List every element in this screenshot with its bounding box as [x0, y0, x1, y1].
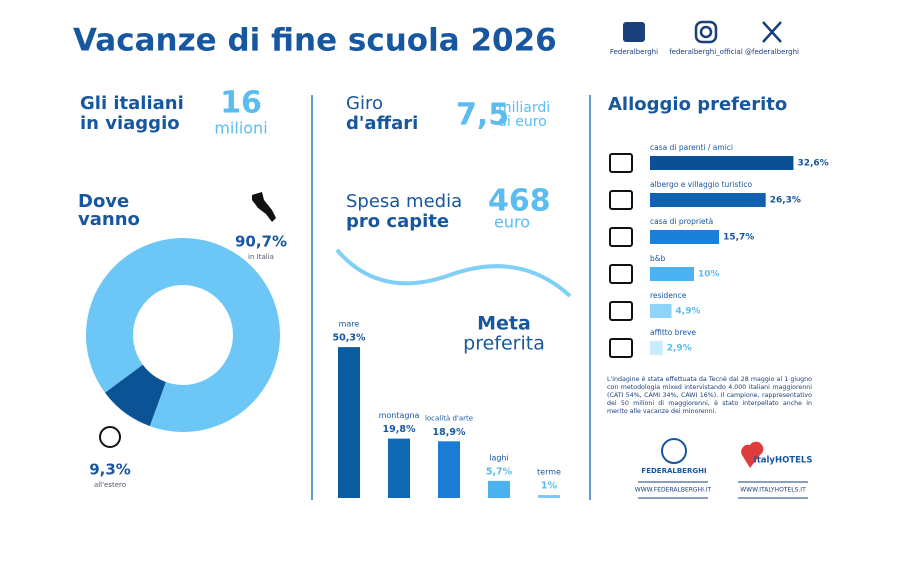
- donut-slice: [85, 237, 280, 432]
- category-icon: [609, 264, 633, 284]
- stat-number: 468: [488, 184, 551, 219]
- linkedin-icon: [623, 22, 645, 42]
- slice-value: 90,7%: [235, 233, 287, 251]
- bar-value: 26,3%: [770, 196, 801, 206]
- bar: [650, 156, 794, 170]
- bar-value: 5,7%: [486, 466, 513, 477]
- bar: [650, 193, 766, 207]
- bar-value: 50,3%: [333, 333, 366, 344]
- slice-label: in Italia: [248, 253, 274, 261]
- stat-number: 16: [220, 86, 262, 121]
- bar: [488, 480, 510, 498]
- stat-label: Gli italiani: [80, 93, 184, 114]
- stat-unit: miliardi: [498, 100, 550, 116]
- logo-name: FEDERALBERGHI: [641, 467, 706, 475]
- instagram-icon: [699, 25, 713, 39]
- chart-title: Dove: [78, 191, 129, 212]
- instagram-icon: [694, 20, 718, 44]
- bar-value: 15,7%: [723, 233, 754, 243]
- chart-title: Meta: [477, 313, 531, 335]
- stat-number: 7,5: [456, 98, 509, 133]
- category-icon: [609, 190, 633, 210]
- page-title: Vacanze di fine scuola 2026: [73, 23, 557, 59]
- stat-label: Spesa media: [346, 191, 462, 212]
- bar-value: 19,8%: [383, 424, 416, 435]
- bar: [388, 438, 410, 498]
- category-icon: [609, 153, 633, 173]
- chart-title: preferita: [463, 333, 545, 355]
- stat-label: in viaggio: [80, 113, 180, 134]
- bar-category: laghi: [489, 453, 509, 462]
- bar-category: casa di parenti / amici: [650, 143, 733, 152]
- stat-unit: di euro: [498, 114, 547, 130]
- stat-label: Giro: [346, 93, 383, 114]
- italy-icon: [252, 192, 276, 222]
- social-handle[interactable]: @federalberghi: [745, 48, 799, 56]
- stat-label: d'affari: [346, 113, 418, 134]
- survey-note: L'indagine è stata effettuata da Tecnè d…: [607, 376, 812, 415]
- category-icon: [609, 227, 633, 247]
- stat-unit: milioni: [214, 119, 267, 138]
- bar-value: 4,9%: [676, 307, 701, 317]
- wave: [335, 248, 572, 298]
- logo-name: ItalyHOTELS: [754, 456, 813, 466]
- bar: [438, 441, 460, 498]
- italyhotels-logo: [741, 441, 764, 468]
- social-handle[interactable]: Federalberghi: [610, 48, 658, 56]
- slice-label: all'estero: [94, 481, 126, 489]
- stat-unit: euro: [494, 213, 530, 232]
- bar-category: montagna: [379, 411, 420, 420]
- bar: [650, 230, 720, 244]
- chart-title: vanno: [78, 209, 140, 230]
- bar: [650, 267, 694, 281]
- category-icon: [609, 338, 633, 358]
- bar-value: 2,9%: [667, 344, 692, 354]
- bar-category: residence: [650, 291, 687, 300]
- bar-category: mare: [339, 320, 360, 329]
- slice-value: 9,3%: [89, 461, 131, 479]
- donut-slice: [105, 364, 166, 427]
- globe-icon: [99, 426, 121, 448]
- bar-category: affitto breve: [650, 328, 696, 337]
- logo-url[interactable]: WWW.FEDERALBERGHI.IT: [635, 487, 712, 494]
- bar: [538, 495, 560, 498]
- bar-category: albergo e villaggio turistico: [650, 180, 753, 189]
- stat-label: pro capite: [346, 211, 449, 232]
- bar-category: casa di proprietà: [650, 217, 713, 226]
- category-icon: [609, 301, 633, 321]
- bar: [338, 347, 360, 498]
- bar: [650, 341, 663, 355]
- x-icon: [762, 21, 782, 43]
- bar-value: 10%: [698, 270, 720, 280]
- bar-category: b&b: [650, 254, 666, 263]
- bar-value: 1%: [541, 481, 558, 492]
- chart-title: Alloggio preferito: [608, 94, 787, 115]
- logo-url[interactable]: WWW.ITALYHOTELS.IT: [740, 487, 806, 494]
- bar-value: 32,6%: [797, 159, 828, 169]
- bar-category: terme: [537, 468, 561, 477]
- federalberghi-logo: [661, 438, 687, 464]
- bar: [650, 304, 672, 318]
- social-handle[interactable]: federalberghi_official: [669, 48, 743, 56]
- bar-value: 18,9%: [433, 427, 466, 438]
- bar-category: località d'arte: [425, 414, 473, 422]
